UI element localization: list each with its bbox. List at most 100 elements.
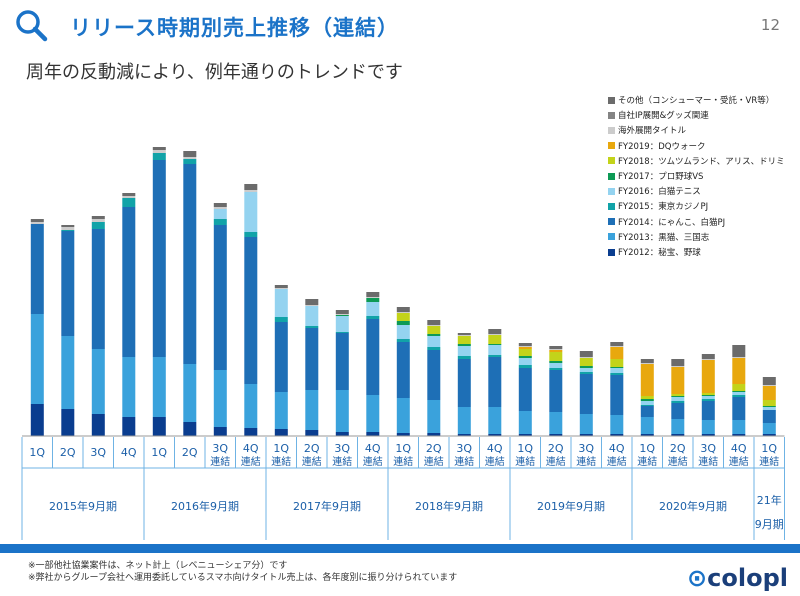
bar-segment-7-24 (732, 384, 746, 391)
bar-segment-7-19 (579, 358, 593, 366)
legend-item: FY2018：ツムツムランド、アリス、ドリミ (608, 155, 785, 167)
legend-label: 海外展開タイトル (618, 126, 687, 137)
bar-segment-2-14 (427, 400, 441, 433)
legend-swatch (608, 96, 615, 104)
bar-segment-5-15 (457, 346, 471, 356)
category-sublabel: 連結 (698, 455, 718, 468)
legend-label: FY2016：白猫テニス (618, 187, 701, 198)
logo-text: colopl (707, 564, 788, 592)
bar-segment-9-5 (152, 150, 166, 153)
bar-segment-8-18 (549, 350, 563, 352)
legend-swatch (608, 142, 615, 150)
legend-swatch (608, 218, 615, 226)
bar-segment-3-7 (213, 225, 227, 370)
bar-segment-2-17 (518, 411, 532, 434)
bar-segment-4-19 (579, 372, 593, 374)
category-sublabel: 連結 (485, 455, 505, 468)
bar-segment-11-3 (91, 216, 105, 219)
bar-segment-9-21 (640, 363, 654, 364)
bar-segment-9-25 (762, 385, 776, 386)
bar-segment-1-25 (762, 434, 776, 436)
bar-segment-1-20 (610, 434, 624, 436)
legend-item: FY2016：白猫テニス (608, 185, 701, 197)
legend-label: その他（コンシューマー・受託・VR等） (618, 96, 775, 106)
bar-segment-3-6 (183, 164, 197, 364)
category-label: 1Q (517, 442, 533, 455)
category-sublabel: 連結 (332, 455, 352, 468)
bar-segment-11-15 (457, 333, 471, 335)
category-sublabel: 連結 (271, 455, 291, 468)
bar-segment-11-13 (396, 307, 410, 312)
bar-segment-4-11 (335, 332, 349, 333)
fiscal-year-label: 2015年9月期 (49, 499, 117, 513)
bar-segment-1-7 (213, 427, 227, 436)
legend-label: FY2018：ツムツムランド、アリス、ドリミ (618, 156, 785, 167)
category-sublabel: 連結 (576, 455, 596, 468)
bar-segment-7-17 (518, 349, 532, 356)
bar-segment-3-1 (30, 224, 44, 314)
bar-segment-1-8 (244, 428, 258, 436)
bar-segment-4-15 (457, 356, 471, 359)
bar-segment-5-13 (396, 325, 410, 339)
fiscal-year-label: 2017年9月期 (293, 499, 361, 513)
legend-swatch (608, 157, 615, 165)
bar-segment-2-22 (671, 419, 685, 434)
bar-segment-8-21 (640, 364, 654, 396)
bar-segment-9-9 (274, 288, 288, 289)
bar-segment-9-7 (213, 207, 227, 209)
legend-swatch (608, 126, 615, 134)
legend-item: FY2019：DQウォーク (608, 140, 705, 152)
bar-segment-11-20 (610, 342, 624, 346)
bar-segment-11-21 (640, 359, 654, 363)
bar-segment-6-24 (732, 391, 746, 392)
bar-segment-2-12 (366, 395, 380, 432)
bar-segment-3-12 (366, 319, 380, 395)
bar-segment-9-11 (335, 314, 349, 315)
legend-item: FY2013：黒猫、三国志 (608, 231, 709, 243)
bar-segment-11-12 (366, 292, 380, 297)
bar-segment-6-20 (610, 367, 624, 368)
bar-segment-2-3 (91, 349, 105, 414)
category-label: 3Q (700, 442, 716, 455)
bar-segment-4-13 (396, 339, 410, 342)
bar-segment-2-20 (610, 415, 624, 434)
search-icon (16, 10, 48, 42)
bar-segment-5-10 (305, 306, 319, 326)
footer-accent-band (0, 544, 800, 553)
bar-segment-9-4 (122, 196, 136, 198)
category-label: 3Q (334, 442, 350, 455)
legend-swatch (608, 172, 615, 180)
bar-segment-11-4 (122, 193, 136, 196)
bar-segment-1-5 (152, 417, 166, 436)
bar-segment-5-23 (701, 396, 715, 399)
bar-segment-9-18 (549, 349, 563, 350)
bar-segment-3-16 (488, 357, 502, 407)
bar-segment-9-1 (30, 222, 44, 224)
bar-segment-2-6 (183, 364, 197, 422)
bar-segment-1-22 (671, 434, 685, 436)
bar-segment-1-9 (274, 429, 288, 436)
bar-segment-5-19 (579, 368, 593, 372)
bar-segment-7-14 (427, 326, 441, 334)
bar-segment-3-15 (457, 359, 471, 407)
bar-segment-1-21 (640, 434, 654, 436)
bar-segment-11-8 (244, 184, 258, 190)
bar-segment-11-17 (518, 343, 532, 346)
bar-segment-5-18 (549, 363, 563, 368)
category-sublabel: 連結 (729, 455, 749, 468)
bar-segment-1-13 (396, 433, 410, 436)
bar-segment-5-7 (213, 209, 227, 219)
bar-segment-9-8 (244, 190, 258, 192)
legend-item: 自社IP展開&グッズ関連 (608, 109, 709, 121)
bar-segment-9-14 (427, 325, 441, 326)
legend-swatch (608, 187, 615, 195)
bar-segment-1-1 (30, 404, 44, 436)
bar-segment-3-24 (732, 397, 746, 420)
legend-item: FY2012：秘宝、野球 (608, 246, 701, 258)
bar-segment-1-23 (701, 434, 715, 436)
bar-segment-4-8 (244, 232, 258, 237)
bar-segment-3-4 (122, 207, 136, 357)
bar-segment-8-22 (671, 367, 685, 394)
category-label: 1Q (761, 442, 777, 455)
bar-segment-11-6 (183, 151, 197, 157)
